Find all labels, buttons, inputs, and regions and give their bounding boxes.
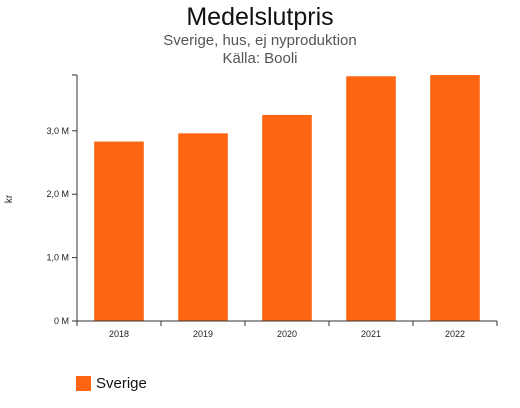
bar-2021 xyxy=(346,76,396,322)
x-tick-label-2022: 2022 xyxy=(445,329,465,339)
y-tick-label: 0 M xyxy=(54,316,69,326)
bar-2019 xyxy=(178,133,228,321)
y-axis-ticks: 0 M 1,0 M 2,0 M 3,0 M xyxy=(46,74,77,326)
x-axis-ticks: 2018 2019 2020 2021 2022 xyxy=(76,321,498,339)
chart-subtitle-line-2: Källa: Booli xyxy=(222,50,298,67)
x-tick-label-2019: 2019 xyxy=(193,329,213,339)
y-tick-label: 1,0 M xyxy=(46,253,69,263)
y-axis-label: kr xyxy=(4,194,15,203)
bar-2020 xyxy=(262,114,312,321)
x-tick-label-2018: 2018 xyxy=(109,329,129,339)
x-tick-label-2020: 2020 xyxy=(277,329,297,339)
y-tick-label: 3,0 M xyxy=(46,126,69,136)
chart-subtitle-line-1: Sverige, hus, ej nyproduktion xyxy=(163,32,357,49)
bars-layer xyxy=(94,75,480,322)
legend-label-sverige: Sverige xyxy=(96,374,147,392)
bar-2018 xyxy=(94,141,144,321)
chart-title: Medelslutpris xyxy=(186,3,334,31)
x-tick-label-2021: 2021 xyxy=(361,329,381,339)
legend-swatch-sverige xyxy=(76,375,91,391)
bar-2022 xyxy=(430,75,480,321)
y-tick-label: 2,0 M xyxy=(46,189,69,199)
legend: Sverige xyxy=(76,374,147,392)
